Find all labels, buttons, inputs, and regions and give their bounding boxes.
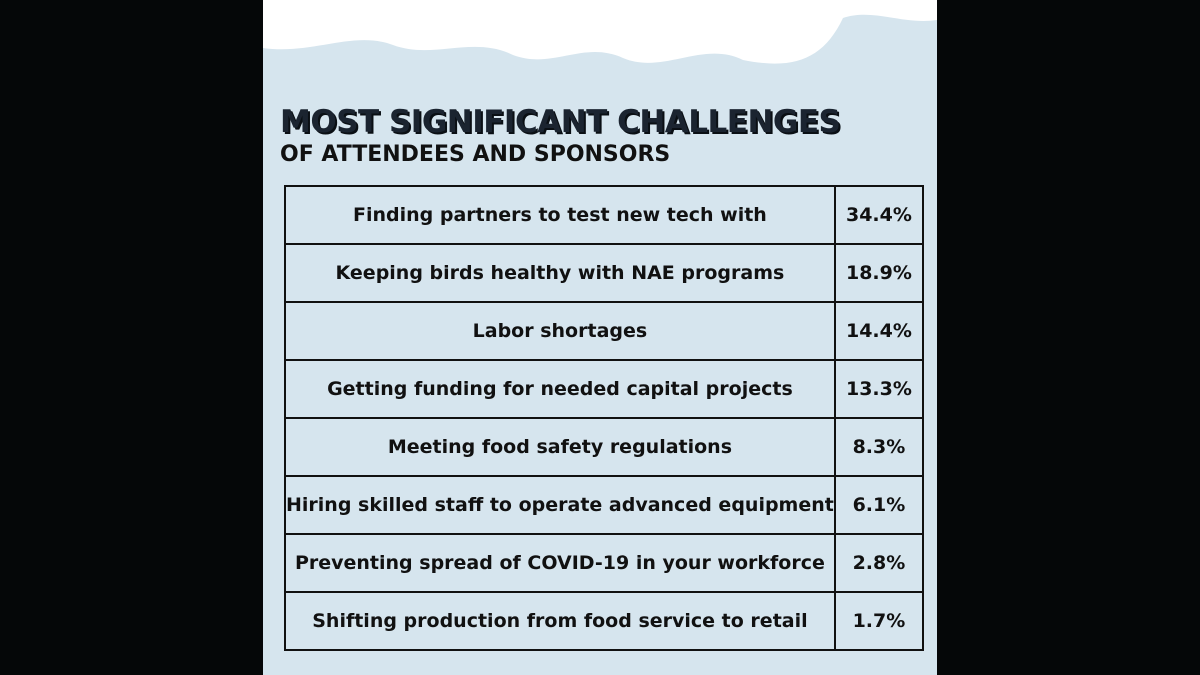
table-row: Getting funding for needed capital proje… (284, 359, 925, 419)
table-row: Shifting production from food service to… (284, 591, 925, 651)
challenge-percent: 14.4% (833, 301, 925, 361)
challenge-percent: 2.8% (833, 533, 925, 593)
title: MOST SIGNIFICANT CHALLENGES (280, 104, 841, 140)
table-row: Hiring skilled staff to operate advanced… (284, 475, 925, 535)
challenge-label: Finding partners to test new tech with (284, 185, 836, 245)
challenge-percent: 6.1% (833, 475, 925, 535)
challenge-percent: 13.3% (833, 359, 925, 419)
challenge-label: Getting funding for needed capital proje… (284, 359, 836, 419)
challenge-label: Preventing spread of COVID-19 in your wo… (284, 533, 836, 593)
challenge-label: Hiring skilled staff to operate advanced… (284, 475, 836, 535)
challenges-table: Finding partners to test new tech with 34… (284, 185, 925, 651)
table-row: Keeping birds healthy with NAE programs 1… (284, 243, 925, 303)
panel: MOST SIGNIFICANT CHALLENGES OF ATTENDEES… (263, 0, 937, 675)
subtitle: OF ATTENDEES AND SPONSORS (280, 142, 671, 167)
challenge-percent: 8.3% (833, 417, 925, 477)
table-row: Preventing spread of COVID-19 in your wo… (284, 533, 925, 593)
challenge-label: Meeting food safety regulations (284, 417, 836, 477)
challenge-label: Keeping birds healthy with NAE programs (284, 243, 836, 303)
table-row: Labor shortages 14.4% (284, 301, 925, 361)
challenge-percent: 1.7% (833, 591, 925, 651)
challenge-percent: 18.9% (833, 243, 925, 303)
challenge-label: Labor shortages (284, 301, 836, 361)
challenge-label: Shifting production from food service to… (284, 591, 836, 651)
table-row: Meeting food safety regulations 8.3% (284, 417, 925, 477)
table-row: Finding partners to test new tech with 34… (284, 185, 925, 245)
challenge-percent: 34.4% (833, 185, 925, 245)
torn-paper (263, 0, 937, 64)
